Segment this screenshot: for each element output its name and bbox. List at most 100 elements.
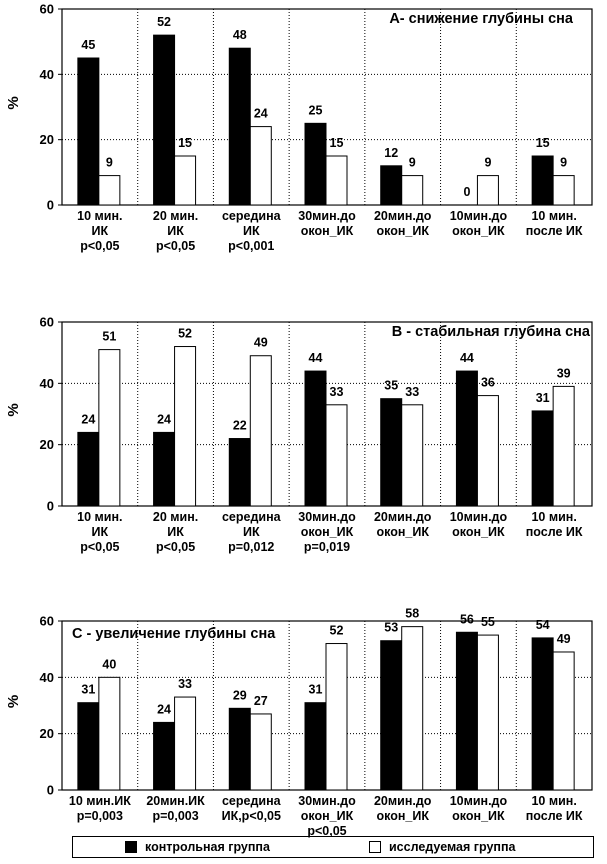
bar-study <box>476 395 499 507</box>
x-tick-label-line: 20мин.до <box>374 209 432 223</box>
x-tick-label-line: 10мин.до <box>450 510 508 524</box>
data-label-control: 22 <box>233 419 247 433</box>
data-label-control: 25 <box>309 103 323 117</box>
data-label-control: 45 <box>81 38 95 52</box>
x-tick-label-line: ИК <box>92 525 109 539</box>
x-tick-label-line: 20мин.до <box>374 510 432 524</box>
data-label-study: 49 <box>254 336 268 350</box>
x-tick-label: 10 мин. ИК p<0,05 <box>77 209 122 253</box>
bar-study <box>325 643 348 791</box>
data-label-control: 0 <box>463 185 470 199</box>
data-label-study: 51 <box>102 330 116 344</box>
x-tick-label-line: середина <box>222 794 282 808</box>
bar-study <box>174 155 197 206</box>
x-tick-label: середина ИК p<0,001 <box>222 209 282 253</box>
x-tick-label-line: 10 мин. <box>77 510 122 524</box>
x-tick-label: 30мин.до окон_ИК p=0,019 <box>298 510 356 554</box>
y-tick-label: 0 <box>47 783 54 798</box>
x-tick-label: 10мин.до окон_ИК <box>450 209 508 238</box>
y-tick-label: 40 <box>40 670 54 685</box>
x-tick-label: 30мин.до окон_ИК <box>298 209 356 238</box>
x-tick-label-line: 10 мин.ИК <box>69 794 131 808</box>
legend: контрольная группа исследуемая группа <box>72 836 594 858</box>
x-tick-label-line: 10мин.до <box>450 209 508 223</box>
data-label-control: 24 <box>81 412 95 426</box>
data-label-control: 24 <box>157 412 171 426</box>
bar-study <box>476 634 499 791</box>
y-tick-label: 0 <box>47 499 54 514</box>
x-tick-label-line: окон_ИК <box>376 809 429 823</box>
legend-swatch-control <box>125 841 137 853</box>
chart-panel-3: 0 20 40 60% С - увеличение глубины сна 31 24 29… <box>5 607 593 838</box>
data-label-study: 9 <box>560 156 567 170</box>
bar-control <box>153 721 176 791</box>
x-tick-label-line: окон_ИК <box>452 525 505 539</box>
bar-study <box>476 175 499 206</box>
x-tick-label: середина ИК,p<0,05 <box>222 794 282 823</box>
x-tick-label: середина ИК p=0,012 <box>222 510 282 554</box>
data-label-control: 52 <box>157 15 171 29</box>
x-tick-label-line: окон_ИК <box>301 525 354 539</box>
x-tick-label: 10 мин.ИК p=0,003 <box>69 794 131 823</box>
data-label-study: 40 <box>102 657 116 671</box>
data-label-study: 58 <box>405 607 419 621</box>
x-tick-label-line: p<0,05 <box>156 239 195 253</box>
x-tick-label-line: после ИК <box>526 224 583 238</box>
data-label-control: 24 <box>157 702 171 716</box>
data-label-study: 36 <box>481 376 495 390</box>
legend-swatch-study <box>369 841 381 853</box>
data-label-control: 12 <box>384 146 398 160</box>
chart-title: А- снижение глубины сна <box>389 11 574 27</box>
chart-title: С - увеличение глубины сна <box>72 626 276 642</box>
x-tick-label-line: 20 мин. <box>153 209 198 223</box>
data-label-control: 15 <box>536 136 550 150</box>
chart-panel-2: 0 20 40 60% В - стабильная глубина сна 24 24 22… <box>5 315 593 554</box>
bar-control <box>153 34 176 206</box>
x-tick-label-line: окон_ИК <box>452 809 505 823</box>
x-tick-label-line: после ИК <box>526 809 583 823</box>
bar-study <box>249 355 272 507</box>
bar-study <box>552 385 575 507</box>
bar-control <box>304 370 327 507</box>
x-tick-label-line: 20мин.ИК <box>146 794 205 808</box>
bar-control <box>228 438 251 507</box>
bar-study <box>401 626 424 791</box>
data-label-study: 9 <box>409 156 416 170</box>
y-axis-label: % <box>5 695 22 708</box>
legend-label-control: контрольная группа <box>145 840 270 854</box>
x-tick-label-line: 10мин.до <box>450 794 508 808</box>
data-label-control: 44 <box>460 351 474 365</box>
legend-item-study: исследуемая группа <box>369 840 515 854</box>
x-tick-label-line: ИК <box>167 525 184 539</box>
data-label-control: 31 <box>536 391 550 405</box>
x-tick-label-line: 10 мин. <box>531 209 576 223</box>
y-axis-label: % <box>5 96 22 109</box>
data-label-study: 33 <box>405 385 419 399</box>
data-label-study: 24 <box>254 107 268 121</box>
x-tick-label-line: p=0,012 <box>228 540 274 554</box>
x-tick-label-line: ИК <box>92 224 109 238</box>
bar-study <box>174 696 197 791</box>
data-label-control: 48 <box>233 28 247 42</box>
x-tick-label: 10 мин. ИК p<0,05 <box>77 510 122 554</box>
data-label-study: 27 <box>254 694 268 708</box>
legend-item-control: контрольная группа <box>125 840 270 854</box>
data-label-study: 33 <box>330 385 344 399</box>
bar-control <box>153 431 176 507</box>
bar-study <box>401 175 424 206</box>
bar-study <box>401 404 424 507</box>
y-axis-label: % <box>5 403 22 416</box>
data-label-study: 52 <box>330 624 344 638</box>
x-tick-label-line: 30мин.до <box>298 794 356 808</box>
x-tick-label-line: p=0,019 <box>304 540 350 554</box>
x-tick-label-line: 30мин.до <box>298 209 356 223</box>
data-label-control: 44 <box>309 351 323 365</box>
data-label-study: 9 <box>106 156 113 170</box>
x-tick-label-line: середина <box>222 510 282 524</box>
bar-control <box>77 57 100 206</box>
x-tick-label-line: 10 мин. <box>531 510 576 524</box>
y-tick-label: 60 <box>40 614 54 629</box>
x-tick-label-line: окон_ИК <box>376 525 429 539</box>
data-label-study: 15 <box>178 136 192 150</box>
